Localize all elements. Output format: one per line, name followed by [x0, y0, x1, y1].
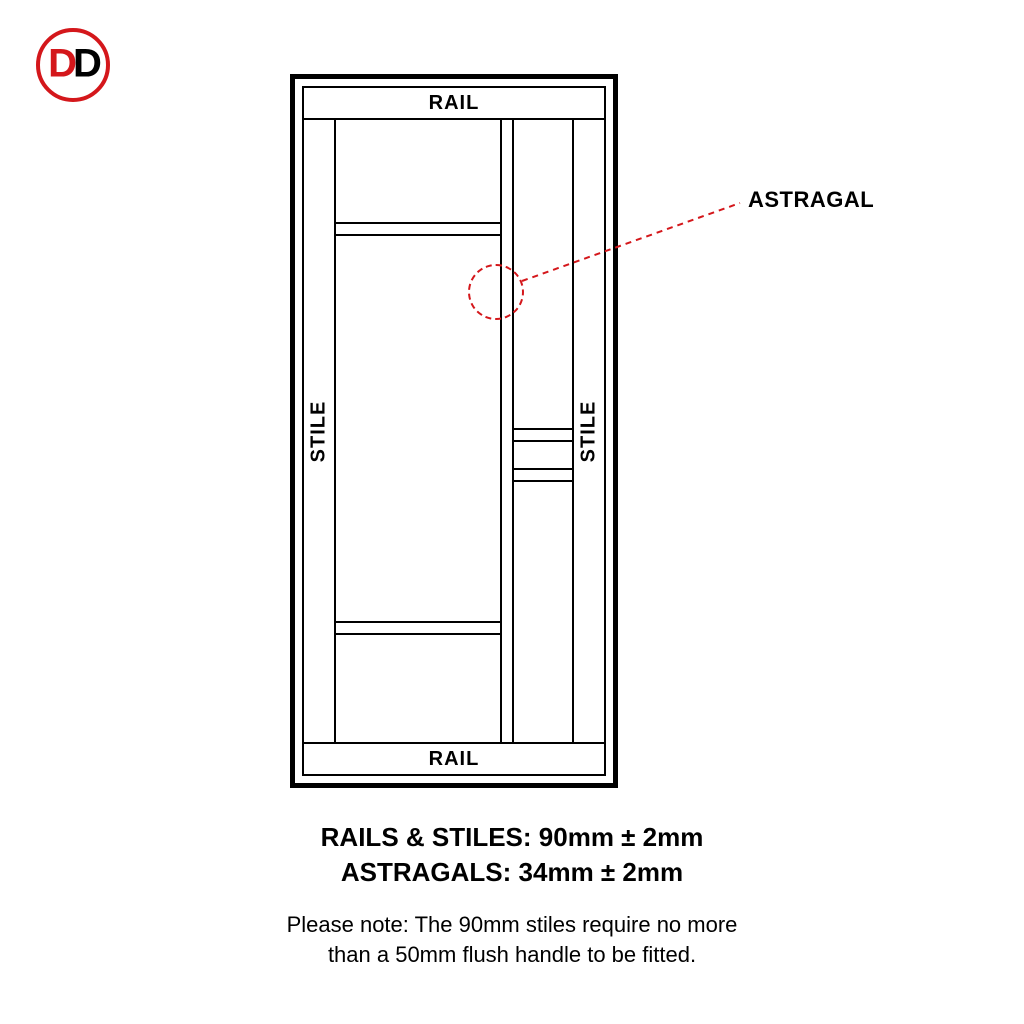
note-line-1: Please note: The 90mm stiles require no … [0, 910, 1024, 940]
note-line-2: than a 50mm flush handle to be fitted. [0, 940, 1024, 970]
diagram-canvas: DD RAIL RAIL STILE STILE [0, 0, 1024, 1024]
specs-line-2: ASTRAGALS: 34mm ± 2mm [0, 855, 1024, 890]
note-text: Please note: The 90mm stiles require no … [0, 910, 1024, 969]
astragal-callout-label: ASTRAGAL [748, 187, 874, 213]
specs-text: RAILS & STILES: 90mm ± 2mm ASTRAGALS: 34… [0, 820, 1024, 890]
specs-line-1: RAILS & STILES: 90mm ± 2mm [0, 820, 1024, 855]
